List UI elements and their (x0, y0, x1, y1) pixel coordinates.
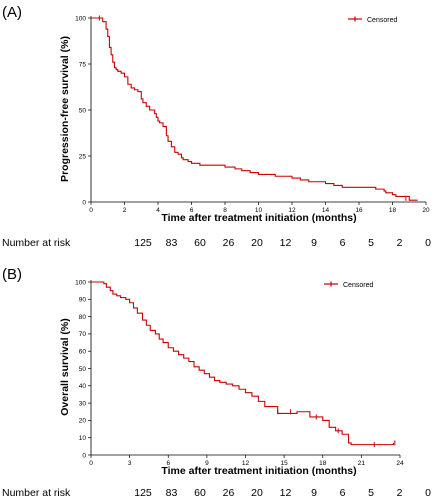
panel-b-x-tick-label: 6 (166, 460, 170, 467)
panel-b-y-tick-label: 0 (82, 452, 86, 459)
panel-b-x-tick-label: 24 (396, 460, 404, 467)
panel-a-risk-label: Number at risk (2, 237, 71, 249)
panel-a-x-tick-label: 16 (355, 207, 363, 214)
panel-b-risk-value: 12 (280, 487, 292, 499)
panel-a-risk-value: 20 (251, 237, 263, 249)
panel-b-risk-value: 60 (194, 487, 206, 499)
panel-a-y-tick-label: 0 (82, 199, 86, 206)
panel-b-y-tick-label: 50 (79, 366, 87, 373)
panel-b-y-tick-label: 90 (79, 297, 87, 304)
panel-a-y-tick-label: 75 (79, 61, 87, 68)
panel-b-y-tick-label: 20 (79, 418, 87, 425)
panel-a-x-tick-label: 0 (89, 207, 93, 214)
panel-a-x-tick-label: 20 (422, 207, 430, 214)
panel-b-x-tick-label: 0 (89, 460, 93, 467)
panel-a-x-tick-label: 4 (156, 207, 160, 214)
panel-a-risk-value: 9 (311, 237, 317, 249)
panel-a-x-tick-label: 8 (223, 207, 227, 214)
panel-b-y-tick-label: 60 (79, 349, 87, 356)
panel-a-risk-value: 0 (425, 237, 431, 249)
panel-b-y-tick-label: 10 (79, 435, 87, 442)
panel-b-risk-value: 26 (223, 487, 235, 499)
panel-b-risk-value: 5 (368, 487, 374, 499)
panel-b-x-tick-label: 3 (128, 460, 132, 467)
panel-a-survival-curve (91, 17, 418, 201)
panel-a-x-tick-label: 14 (322, 207, 330, 214)
panel-b-risk-label: Number at risk (2, 487, 71, 499)
panel-a-y-tick-label: 100 (75, 15, 86, 22)
panel-b-x-tick-label: 12 (242, 460, 250, 467)
panel-a-risk-value: 83 (166, 237, 178, 249)
panel-b-x-tick-label: 9 (205, 460, 209, 467)
panel-b: (B) Overall survival (%) Time after trea… (2, 266, 431, 499)
panel-b-risk-value: 2 (397, 487, 403, 499)
panel-b-legend-label: Censored (343, 282, 373, 289)
panel-a-y-axis-label: Progression-free survival (%) (59, 36, 71, 182)
panel-a-risk-value: 125 (134, 237, 152, 249)
panel-b-risk-value: 9 (311, 487, 317, 499)
panel-a-x-axis-label: Time after treatment initiation (months) (161, 212, 356, 224)
panel-b-risk-value: 125 (134, 487, 152, 499)
panel-b-risk-value: 6 (340, 487, 346, 499)
panel-a-risk-value: 6 (340, 237, 346, 249)
panel-a-x-tick-label: 12 (288, 207, 296, 214)
panel-a-x-tick-label: 6 (190, 207, 194, 214)
panel-b-label: (B) (2, 266, 22, 283)
panel-a-x-tick-label: 10 (255, 207, 263, 214)
panel-b-y-tick-label: 100 (75, 279, 86, 286)
panel-a-risk-value: 5 (368, 237, 374, 249)
panel-a-y-tick-label: 25 (79, 153, 87, 160)
panel-a-risk-value: 26 (223, 237, 235, 249)
panel-b-y-tick-label: 70 (79, 331, 87, 338)
panel-a-label: (A) (2, 4, 22, 21)
panel-a: (A) Progression-free survival (%) Time a… (2, 4, 431, 249)
panel-b-survival-curve (91, 281, 395, 446)
panel-b-y-tick-label: 30 (79, 400, 87, 407)
panel-b-x-tick-label: 21 (358, 460, 366, 467)
panel-a-x-tick-label: 18 (389, 207, 397, 214)
panel-a-y-tick-label: 50 (79, 107, 87, 114)
panel-a-risk-value: 60 (194, 237, 206, 249)
panel-a-x-tick-label: 2 (123, 207, 127, 214)
panel-b-risk-value: 0 (425, 487, 431, 499)
panel-a-risk-value: 2 (397, 237, 403, 249)
panel-b-y-tick-label: 80 (79, 314, 87, 321)
panel-b-risk-value: 20 (251, 487, 263, 499)
panel-b-x-tick-label: 18 (319, 460, 327, 467)
panel-a-risk-value: 12 (280, 237, 292, 249)
panel-b-y-axis-label: Overall survival (%) (59, 318, 71, 415)
panel-b-y-tick-label: 40 (79, 383, 87, 390)
panel-b-x-tick-label: 15 (281, 460, 289, 467)
panel-b-x-axis-label: Time after treatment initiation (months) (161, 465, 356, 477)
panel-b-risk-value: 83 (166, 487, 178, 499)
panel-a-legend-label: Censored (367, 17, 397, 24)
